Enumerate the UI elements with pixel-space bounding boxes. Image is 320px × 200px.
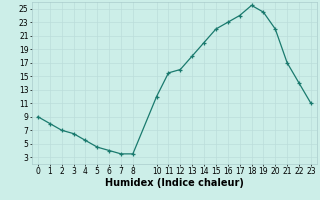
X-axis label: Humidex (Indice chaleur): Humidex (Indice chaleur) [105,178,244,188]
